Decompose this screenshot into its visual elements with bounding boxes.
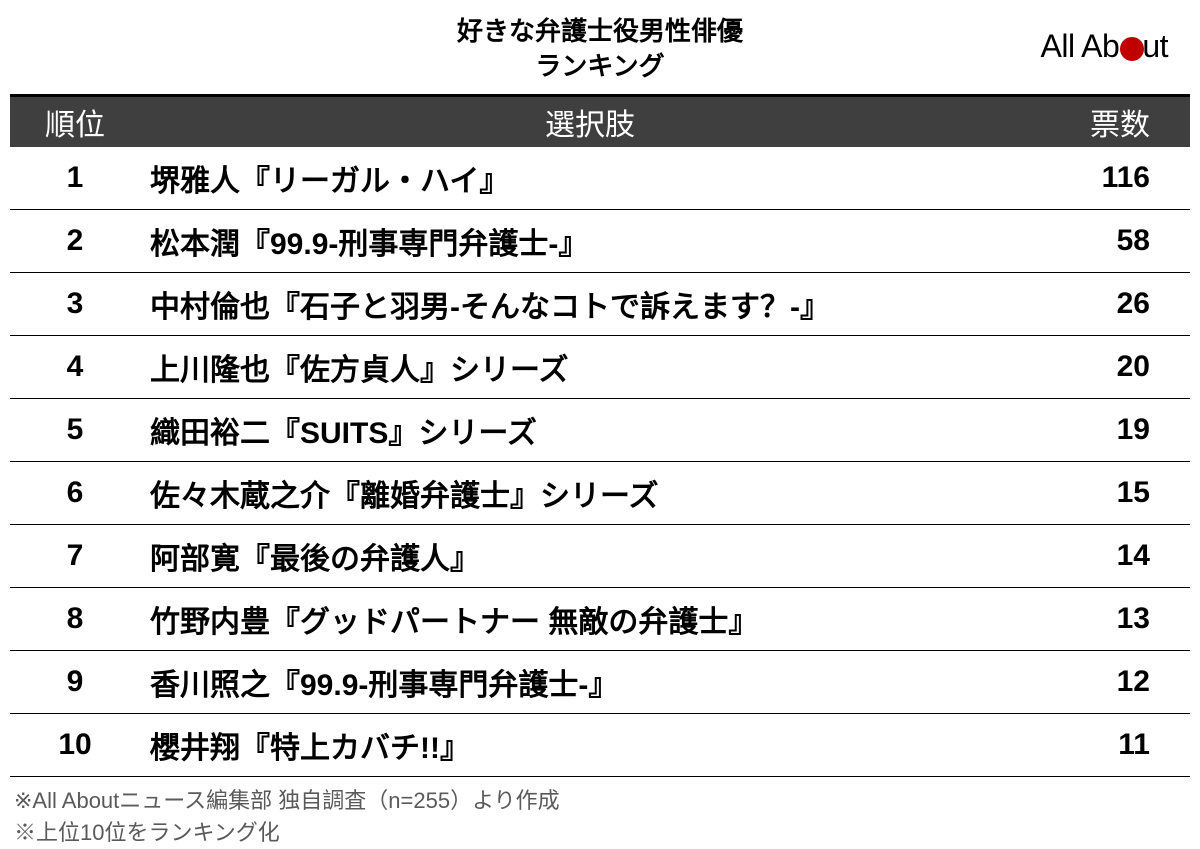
cell-votes: 13 <box>1040 602 1190 636</box>
footnote-line: ※上位10位をランキング化 <box>14 817 1186 849</box>
cell-rank: 3 <box>10 287 140 321</box>
cell-votes: 11 <box>1040 728 1190 762</box>
cell-choice: 織田裕二『SUITS』シリーズ <box>140 408 1040 452</box>
table-row: 5織田裕二『SUITS』シリーズ19 <box>10 399 1190 462</box>
title-area: 好きな弁護士役男性俳優 ランキング All Ab ut <box>10 0 1190 97</box>
cell-rank: 9 <box>10 665 140 699</box>
header-rank: 順位 <box>10 100 140 144</box>
table-body: 1堺雅人『リーガル・ハイ』1162松本潤『99.9-刑事専門弁護士-』583中村… <box>10 147 1190 777</box>
cell-votes: 15 <box>1040 476 1190 510</box>
logo-text-after: ut <box>1142 28 1168 65</box>
table-row: 3中村倫也『石子と羽男-そんなコトで訴えます？-』26 <box>10 273 1190 336</box>
table-row: 4上川隆也『佐方貞人』シリーズ20 <box>10 336 1190 399</box>
cell-rank: 2 <box>10 224 140 258</box>
table-row: 7阿部寛『最後の弁護人』14 <box>10 525 1190 588</box>
cell-rank: 8 <box>10 602 140 636</box>
footnote-area: ※All Aboutニュース編集部 独自調査（n=255）より作成 ※上位10位… <box>10 777 1190 849</box>
page-title: 好きな弁護士役男性俳優 ランキング <box>10 14 1190 84</box>
table-header: 順位 選択肢 票数 <box>10 97 1190 147</box>
cell-votes: 20 <box>1040 350 1190 384</box>
logo-text-before: All Ab <box>1040 28 1119 65</box>
cell-votes: 12 <box>1040 665 1190 699</box>
cell-votes: 19 <box>1040 413 1190 447</box>
cell-choice: 中村倫也『石子と羽男-そんなコトで訴えます？-』 <box>140 282 1040 326</box>
cell-choice: 松本潤『99.9-刑事専門弁護士-』 <box>140 219 1040 263</box>
cell-choice: 竹野内豊『グッドパートナー 無敵の弁護士』 <box>140 597 1040 641</box>
cell-votes: 116 <box>1040 161 1190 195</box>
cell-choice: 阿部寛『最後の弁護人』 <box>140 534 1040 578</box>
title-line2: ランキング <box>535 51 664 81</box>
table-row: 10櫻井翔『特上カバチ!!』11 <box>10 714 1190 777</box>
table-row: 1堺雅人『リーガル・ハイ』116 <box>10 147 1190 210</box>
cell-votes: 58 <box>1040 224 1190 258</box>
logo-dot-icon <box>1120 37 1144 61</box>
allabout-logo: All Ab ut <box>1040 28 1168 65</box>
table-row: 8竹野内豊『グッドパートナー 無敵の弁護士』13 <box>10 588 1190 651</box>
cell-choice: 櫻井翔『特上カバチ!!』 <box>140 723 1040 767</box>
cell-rank: 7 <box>10 539 140 573</box>
title-line1: 好きな弁護士役男性俳優 <box>457 16 743 46</box>
cell-votes: 14 <box>1040 539 1190 573</box>
cell-votes: 26 <box>1040 287 1190 321</box>
cell-choice: 堺雅人『リーガル・ハイ』 <box>140 156 1040 200</box>
cell-rank: 6 <box>10 476 140 510</box>
cell-choice: 佐々木蔵之介『離婚弁護士』シリーズ <box>140 471 1040 515</box>
cell-choice: 香川照之『99.9-刑事専門弁護士-』 <box>140 660 1040 704</box>
table-row: 2松本潤『99.9-刑事専門弁護士-』58 <box>10 210 1190 273</box>
header-choice: 選択肢 <box>140 100 1040 144</box>
cell-rank: 4 <box>10 350 140 384</box>
table-row: 9香川照之『99.9-刑事専門弁護士-』12 <box>10 651 1190 714</box>
cell-choice: 上川隆也『佐方貞人』シリーズ <box>140 345 1040 389</box>
cell-rank: 10 <box>10 728 140 762</box>
footnote-line: ※All Aboutニュース編集部 独自調査（n=255）より作成 <box>14 785 1186 817</box>
header-votes: 票数 <box>1040 100 1190 144</box>
table-row: 6佐々木蔵之介『離婚弁護士』シリーズ15 <box>10 462 1190 525</box>
ranking-container: 好きな弁護士役男性俳優 ランキング All Ab ut 順位 選択肢 票数 1堺… <box>0 0 1200 849</box>
cell-rank: 5 <box>10 413 140 447</box>
cell-rank: 1 <box>10 161 140 195</box>
